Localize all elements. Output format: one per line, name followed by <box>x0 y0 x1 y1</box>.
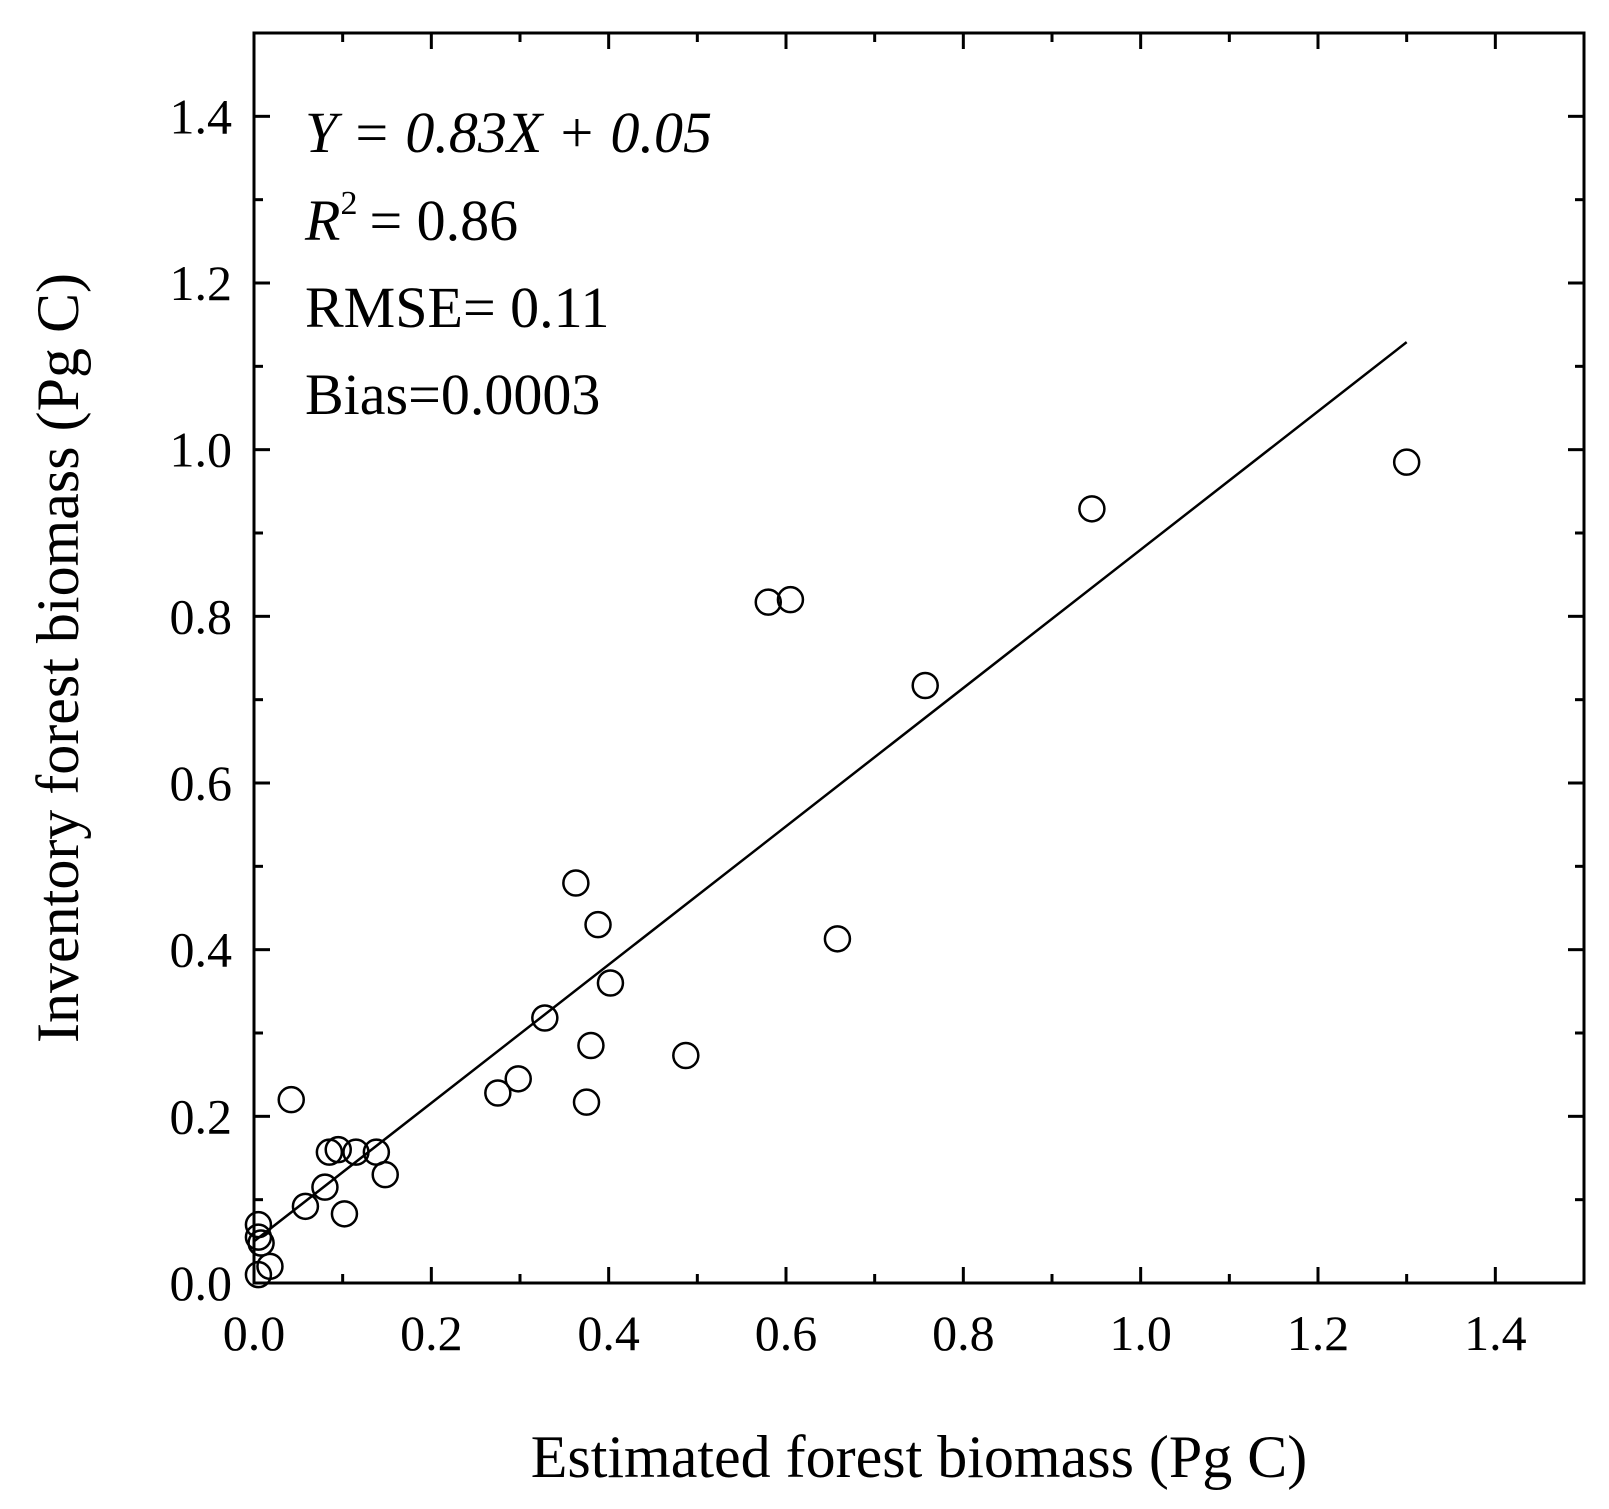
data-point <box>584 910 612 939</box>
data-point <box>330 1200 359 1228</box>
regression-line <box>253 341 1408 1243</box>
data-point <box>342 1138 370 1166</box>
y-tick-label: 0.4 <box>170 922 233 978</box>
y-tick-label: 1.2 <box>170 255 233 311</box>
data-point <box>911 671 939 700</box>
data-point <box>324 1135 352 1164</box>
data-point <box>247 1229 275 1257</box>
data-point <box>277 1085 305 1114</box>
data-point <box>572 1088 601 1116</box>
data-points <box>244 448 1421 1289</box>
data-point <box>504 1065 532 1093</box>
data-point <box>291 1192 320 1221</box>
x-tick-label: 1.4 <box>1464 1305 1527 1361</box>
data-point <box>371 1160 399 1189</box>
data-point <box>531 1004 559 1032</box>
x-ticks <box>252 33 1586 1283</box>
data-point <box>1078 495 1106 523</box>
plot-frame <box>252 31 1586 1285</box>
y-tick-label: 0.0 <box>170 1255 233 1311</box>
y-tick-label: 1.4 <box>170 88 233 144</box>
regression-equation: Y = 0.83X + 0.05 <box>305 100 712 165</box>
data-point <box>596 969 625 997</box>
y-tick-label: 0.2 <box>170 1088 233 1144</box>
x-tick-labels: 0.0 0.2 0.4 0.6 0.8 1.0 1.2 1.4 <box>223 1305 1527 1361</box>
data-point <box>823 925 852 953</box>
data-point <box>484 1079 512 1107</box>
rmse-text: RMSE= 0.11 <box>305 275 610 340</box>
data-point <box>754 588 783 616</box>
data-point <box>562 869 590 897</box>
fit-line-group <box>253 341 1408 1243</box>
y-tick-label: 1.0 <box>170 422 233 478</box>
r-squared-exponent: 2 <box>340 185 357 222</box>
x-tick-label: 0.8 <box>932 1305 995 1361</box>
data-point <box>311 1173 339 1201</box>
x-tick-label: 0.2 <box>400 1305 463 1361</box>
x-axis-title: Estimated forest biomass (Pg C) <box>531 1424 1308 1490</box>
y-axis-title: Inventory forest biomass (Pg C) <box>25 273 91 1043</box>
y-tick-labels: 0.0 0.2 0.4 0.6 0.8 1.0 1.2 1.4 <box>170 88 233 1311</box>
y-tick-label: 0.6 <box>170 755 233 811</box>
bias-text: Bias=0.0003 <box>305 362 600 427</box>
data-point <box>577 1031 605 1060</box>
x-tick-label: 0.4 <box>577 1305 640 1361</box>
data-point <box>256 1252 284 1281</box>
x-tick-label: 1.2 <box>1287 1305 1350 1361</box>
data-point <box>776 585 805 614</box>
stats-annotation: Y = 0.83X + 0.05 R2 = 0.86 RMSE= 0.11 Bia… <box>304 100 712 427</box>
r-squared-value: = 0.86 <box>369 188 518 253</box>
r-squared-symbol: R <box>304 188 340 253</box>
y-ticks <box>254 31 1584 1285</box>
data-point <box>672 1041 700 1070</box>
data-point <box>1392 448 1421 476</box>
data-point <box>244 1210 273 1239</box>
r-squared: R2 = 0.86 <box>304 185 518 253</box>
y-tick-label: 0.8 <box>170 588 233 644</box>
x-tick-label: 0.0 <box>223 1305 286 1361</box>
x-tick-label: 0.6 <box>755 1305 818 1361</box>
x-tick-label: 1.0 <box>1109 1305 1172 1361</box>
